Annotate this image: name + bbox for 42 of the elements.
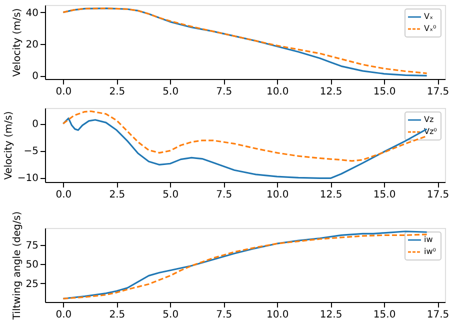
y-tick-label: 25 [26, 278, 38, 290]
legend-label: Vₓ⁰ [424, 24, 436, 33]
x-tick-label: 10.0 [266, 86, 289, 98]
x-tick-label: 7.5 [216, 86, 232, 98]
x-tick-label: 5.0 [162, 190, 179, 200]
legend-label: Vₓ [424, 12, 434, 21]
x-tick-label: 15.0 [373, 86, 396, 98]
x-tick-label: 5.0 [162, 86, 179, 98]
x-tick-label: 0.0 [56, 310, 72, 320]
legend-label: iw [424, 235, 434, 244]
legend-label: Vz [424, 115, 434, 124]
y-axis-title: Velocity (m/s) [3, 111, 14, 180]
x-tick-label: 17.5 [426, 190, 450, 200]
y-tick-label: 75 [26, 240, 38, 252]
y-tick-label: 20 [26, 39, 38, 50]
y-tick-label: 50 [26, 260, 38, 271]
x-tick-label: 12.5 [320, 310, 342, 320]
x-tick-label: 10.0 [266, 190, 289, 200]
x-tick-label: 12.5 [320, 86, 342, 98]
y-axis-title: Tiltwing angle (deg/s) [12, 211, 23, 321]
x-tick-label: 2.5 [109, 190, 126, 200]
y-tick-label: 0 [32, 71, 38, 82]
y-tick-label: −5 [24, 146, 38, 158]
x-tick-label: 0.0 [56, 86, 72, 98]
x-tick-label: 0.0 [56, 190, 72, 200]
y-axis-title: Velocity (m/s) [12, 8, 23, 77]
x-tick-label: 17.5 [426, 310, 450, 320]
x-tick-label: 10.0 [266, 310, 289, 320]
y-tick-label: 40 [26, 8, 38, 19]
x-tick-label: 15.0 [373, 310, 396, 320]
x-tick-label: 17.5 [426, 86, 450, 98]
x-tick-label: 7.5 [216, 190, 232, 200]
x-tick-label: 5.0 [162, 310, 179, 320]
legend-label: iw⁰ [424, 247, 436, 256]
x-tick-label: 7.5 [216, 310, 232, 320]
legend-label: Vz⁰ [424, 127, 437, 136]
y-tick-label: −10 [17, 173, 38, 184]
x-tick-label: 12.5 [320, 190, 342, 200]
y-tick-label: 0 [32, 119, 38, 130]
x-tick-label: 2.5 [109, 86, 126, 98]
x-tick-label: 15.0 [373, 190, 396, 200]
x-tick-label: 2.5 [109, 310, 126, 320]
